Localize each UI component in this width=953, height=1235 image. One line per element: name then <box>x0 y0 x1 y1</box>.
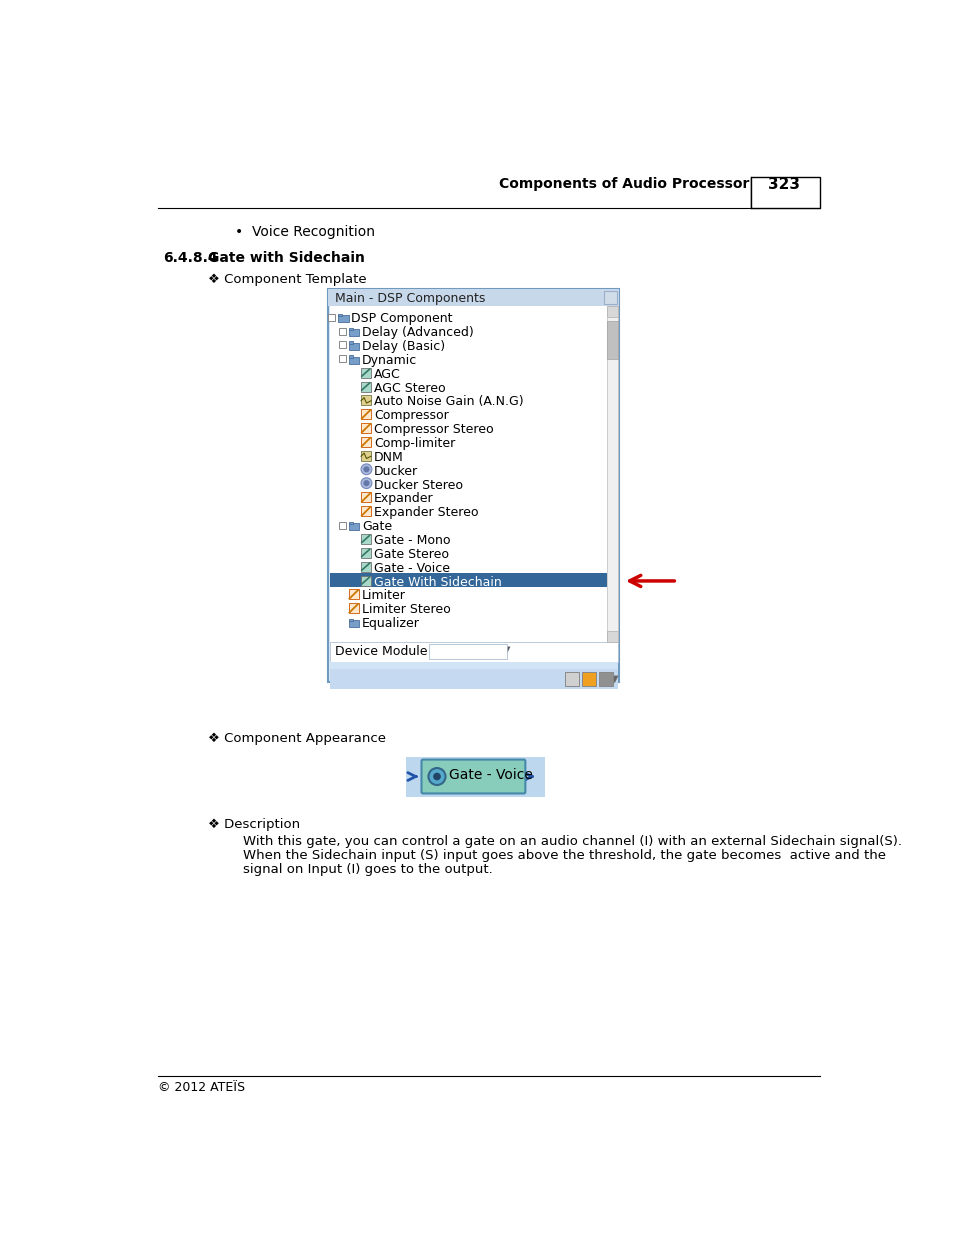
Text: ❖ Description: ❖ Description <box>208 818 300 831</box>
Circle shape <box>360 464 372 474</box>
Text: Gate: Gate <box>361 520 392 534</box>
Text: ❖ Component Template: ❖ Component Template <box>208 273 367 287</box>
Text: DSP Component: DSP Component <box>351 312 452 325</box>
FancyBboxPatch shape <box>421 760 525 793</box>
Text: signal on Input (I) goes to the output.: signal on Input (I) goes to the output. <box>243 863 493 876</box>
FancyBboxPatch shape <box>606 306 617 317</box>
Text: . . . . .: . . . . . <box>459 662 487 673</box>
Text: Limiter: Limiter <box>361 589 405 603</box>
Text: AGC Stereo: AGC Stereo <box>374 382 445 394</box>
Text: Gate - Mono: Gate - Mono <box>374 534 450 547</box>
FancyBboxPatch shape <box>348 620 359 627</box>
Text: Delay (Advanced): Delay (Advanced) <box>361 326 473 340</box>
Text: Compressor Stereo: Compressor Stereo <box>374 424 494 436</box>
FancyBboxPatch shape <box>360 395 371 405</box>
FancyBboxPatch shape <box>339 521 346 529</box>
FancyBboxPatch shape <box>339 327 346 335</box>
Text: Gate Stereo: Gate Stereo <box>374 548 449 561</box>
FancyBboxPatch shape <box>598 672 612 685</box>
Text: When the Sidechain input (S) input goes above the threshold, the gate becomes  a: When the Sidechain input (S) input goes … <box>243 848 885 862</box>
FancyBboxPatch shape <box>360 424 371 433</box>
Text: Auto Noise Gain (A.N.G): Auto Noise Gain (A.N.G) <box>374 395 523 409</box>
FancyBboxPatch shape <box>406 757 545 797</box>
FancyBboxPatch shape <box>348 341 353 343</box>
FancyBboxPatch shape <box>348 589 358 599</box>
Circle shape <box>428 768 445 785</box>
Circle shape <box>363 480 369 487</box>
Text: ❖ Component Appearance: ❖ Component Appearance <box>208 732 386 745</box>
Text: Limiter Stereo: Limiter Stereo <box>361 603 450 616</box>
FancyBboxPatch shape <box>606 306 617 642</box>
FancyBboxPatch shape <box>606 631 617 642</box>
Text: Components of Audio Processor: Components of Audio Processor <box>498 178 749 191</box>
FancyBboxPatch shape <box>348 327 353 330</box>
FancyBboxPatch shape <box>750 178 819 209</box>
FancyBboxPatch shape <box>328 289 618 682</box>
FancyBboxPatch shape <box>337 315 348 322</box>
FancyBboxPatch shape <box>330 642 617 662</box>
Text: 323: 323 <box>767 178 800 193</box>
Text: Gate - Voice: Gate - Voice <box>449 768 533 782</box>
FancyBboxPatch shape <box>360 382 371 391</box>
Text: © 2012 ATEÏS: © 2012 ATEÏS <box>158 1082 245 1094</box>
Text: With this gate, you can control a gate on an audio channel (I) with an external : With this gate, you can control a gate o… <box>243 835 902 848</box>
FancyBboxPatch shape <box>348 619 353 621</box>
Text: Gate - Voice: Gate - Voice <box>374 562 450 574</box>
Text: Equalizer: Equalizer <box>361 618 419 630</box>
FancyBboxPatch shape <box>328 289 618 306</box>
FancyBboxPatch shape <box>604 290 617 304</box>
FancyBboxPatch shape <box>337 314 342 316</box>
FancyBboxPatch shape <box>360 437 371 447</box>
Text: Expander Stereo: Expander Stereo <box>374 506 478 519</box>
FancyBboxPatch shape <box>360 493 371 503</box>
Text: AGC: AGC <box>374 368 400 380</box>
FancyBboxPatch shape <box>360 562 371 572</box>
FancyBboxPatch shape <box>339 341 346 348</box>
FancyBboxPatch shape <box>360 451 371 461</box>
FancyBboxPatch shape <box>348 357 359 364</box>
Text: Comp-limiter: Comp-limiter <box>374 437 455 450</box>
FancyBboxPatch shape <box>606 321 617 359</box>
Text: x: x <box>607 291 614 301</box>
FancyBboxPatch shape <box>348 603 358 614</box>
FancyBboxPatch shape <box>330 306 606 642</box>
FancyBboxPatch shape <box>330 669 617 689</box>
Text: Main - DSP Components: Main - DSP Components <box>335 293 484 305</box>
FancyBboxPatch shape <box>330 662 617 669</box>
Text: Compressor: Compressor <box>374 409 449 422</box>
FancyBboxPatch shape <box>348 330 359 336</box>
Text: •  Voice Recognition: • Voice Recognition <box>235 225 375 240</box>
FancyBboxPatch shape <box>348 343 359 350</box>
Circle shape <box>360 478 372 489</box>
FancyBboxPatch shape <box>348 521 353 524</box>
FancyBboxPatch shape <box>564 672 578 685</box>
FancyBboxPatch shape <box>330 573 606 587</box>
Text: Gate with Sidechain: Gate with Sidechain <box>208 251 365 264</box>
Text: ▼: ▼ <box>502 645 510 655</box>
Text: Ducker: Ducker <box>374 464 418 478</box>
FancyBboxPatch shape <box>348 524 359 530</box>
Text: DNM: DNM <box>374 451 403 464</box>
Text: Ducker Stereo: Ducker Stereo <box>374 478 463 492</box>
Circle shape <box>433 773 440 781</box>
Text: Device Module IDA8C: Device Module IDA8C <box>335 645 469 658</box>
FancyBboxPatch shape <box>581 672 596 685</box>
FancyBboxPatch shape <box>360 534 371 543</box>
FancyBboxPatch shape <box>360 506 371 516</box>
FancyBboxPatch shape <box>429 645 506 659</box>
FancyBboxPatch shape <box>328 314 335 321</box>
FancyBboxPatch shape <box>360 368 371 378</box>
Text: Delay (Basic): Delay (Basic) <box>361 340 444 353</box>
FancyBboxPatch shape <box>360 548 371 558</box>
Text: Gate With Sidechain: Gate With Sidechain <box>374 576 501 589</box>
FancyBboxPatch shape <box>360 409 371 419</box>
Circle shape <box>363 466 369 472</box>
Text: Dynamic: Dynamic <box>361 353 416 367</box>
Text: ▼: ▼ <box>611 673 618 683</box>
Text: 6.4.8.4: 6.4.8.4 <box>163 251 218 264</box>
Text: Expander: Expander <box>374 493 434 505</box>
FancyBboxPatch shape <box>339 356 346 362</box>
FancyBboxPatch shape <box>360 576 371 585</box>
FancyBboxPatch shape <box>348 356 353 358</box>
